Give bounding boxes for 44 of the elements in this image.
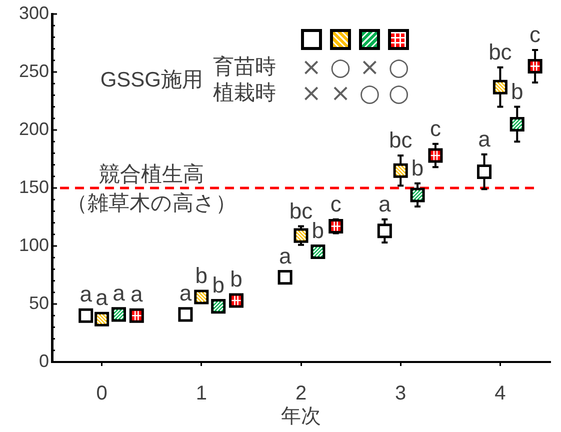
y-tick-label: 300: [18, 2, 49, 23]
annotation: 植栽時: [213, 81, 276, 105]
x-tick-label: 3: [395, 382, 406, 405]
annotation: b: [511, 78, 524, 104]
annotation: bc: [488, 39, 512, 64]
y-tick-label: 50: [28, 292, 49, 313]
point: [278, 270, 292, 285]
annotation: GSSG施用: [100, 68, 203, 92]
annotation: a: [179, 280, 192, 306]
annotation: a: [130, 282, 144, 307]
annotation: c: [430, 116, 441, 141]
y-tick-label: 150: [18, 176, 49, 197]
annotation: c: [530, 22, 541, 48]
annotation: b: [230, 266, 242, 292]
annotation: b: [411, 155, 424, 180]
point: [377, 224, 392, 238]
annotation: bc: [289, 198, 313, 224]
y-tick-label: 250: [18, 60, 49, 81]
annotation: a: [478, 126, 492, 152]
x-tick-label: 1: [196, 382, 207, 405]
annotation: c: [330, 191, 342, 216]
annotation: bc: [388, 128, 412, 153]
x-tick-label: 4: [494, 382, 506, 405]
annotation: × × ○ ○: [301, 78, 410, 107]
annotation: b: [195, 263, 208, 288]
annotation: a: [378, 191, 392, 216]
point: [477, 164, 492, 180]
annotation: a: [112, 280, 126, 306]
x-tick-label: 0: [96, 382, 108, 405]
y-tick-label: 0: [38, 350, 49, 371]
annotation: 競合植生高（雑草木の高さ）: [66, 162, 237, 215]
annotation: a: [80, 282, 93, 307]
annotation: a: [278, 243, 292, 268]
annotation: 育苗時: [213, 55, 276, 79]
point: [78, 308, 94, 323]
x-axis-title: 年次: [281, 406, 321, 428]
annotation: b: [312, 218, 324, 243]
annotation: × ○ × ○: [301, 52, 410, 81]
y-tick-label: 200: [18, 118, 49, 139]
point: [178, 307, 193, 322]
y-tick-label: 100: [18, 234, 49, 255]
annotation: a: [96, 285, 109, 310]
x-tick-label: 2: [295, 382, 307, 405]
annotation: b: [212, 272, 224, 298]
